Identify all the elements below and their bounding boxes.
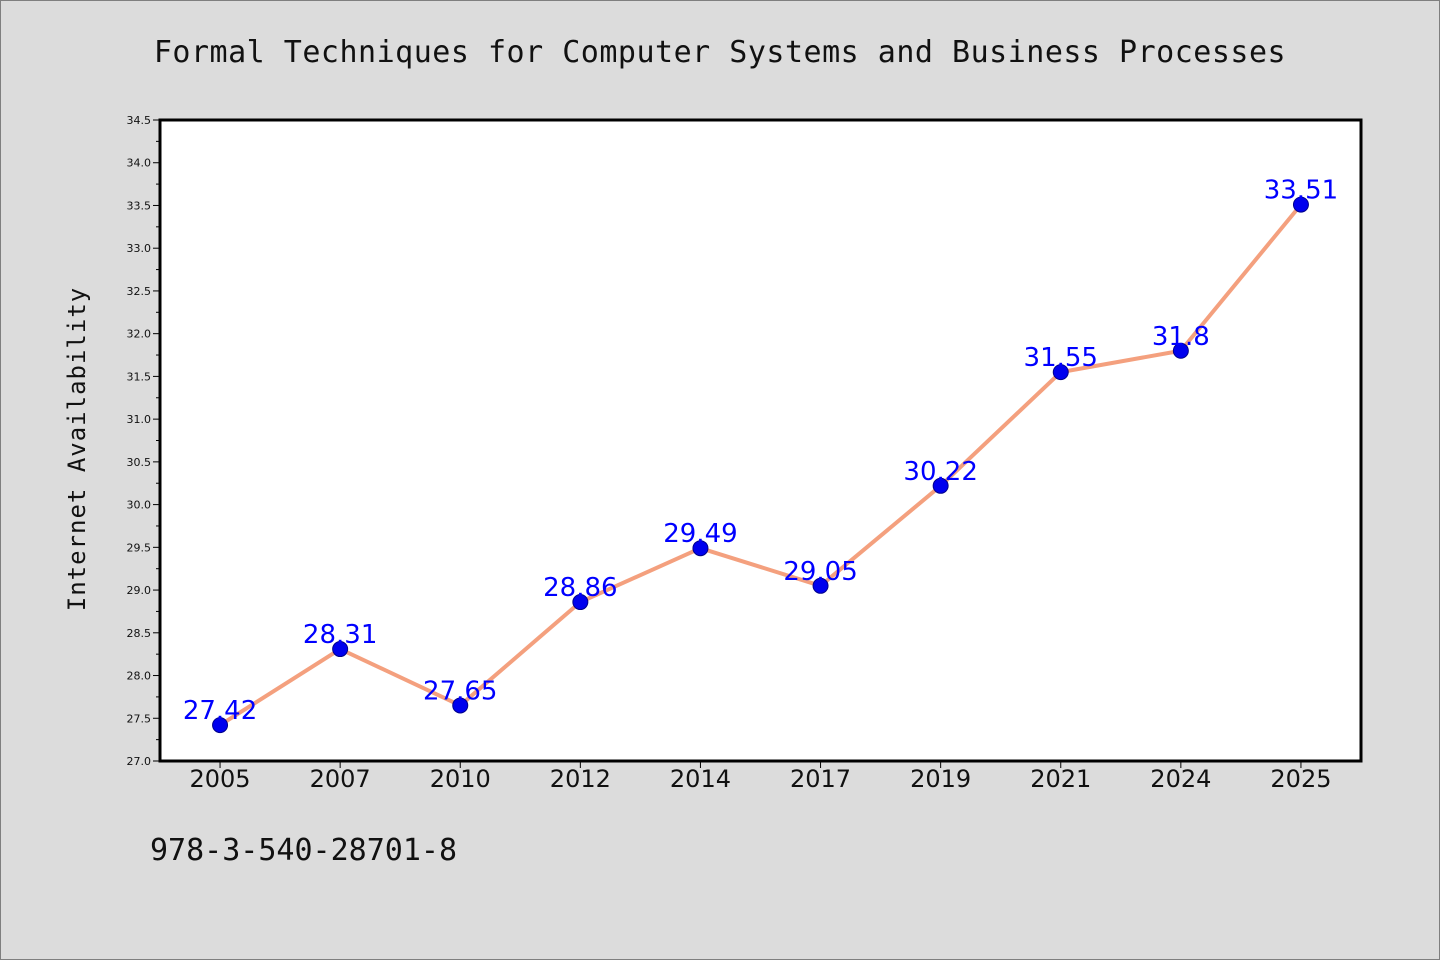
data-point [1292,196,1309,213]
data-point [452,697,469,714]
data-label: 27.65 [423,676,497,706]
y-tick-label: 34.5 [127,114,152,127]
y-tick-label: 29.5 [127,541,152,554]
x-tick-label: 2005 [190,765,251,793]
data-label: 29.05 [783,557,857,587]
y-tick-label: 30.0 [127,499,152,512]
isbn-footnote: 978-3-540-28701-8 [150,833,458,868]
y-tick-label: 28.5 [127,627,152,640]
y-tick-label: 33.0 [127,242,152,255]
y-tick-label: 31.5 [127,370,152,383]
x-tick-label: 2025 [1270,765,1331,793]
y-tick-label: 29.0 [127,584,152,597]
y-tick-label: 27.5 [127,712,152,725]
x-tick-label: 2007 [310,765,371,793]
x-tick-label: 2024 [1150,765,1211,793]
y-tick-label: 32.5 [127,285,152,298]
data-label: 31.55 [1024,343,1098,373]
data-point [212,717,229,734]
x-tick-label: 2021 [1030,765,1091,793]
data-label: 28.86 [543,573,617,603]
data-point [692,540,709,557]
plot-background [160,120,1361,761]
y-tick-label: 28.0 [127,670,152,683]
data-label: 28.31 [303,620,377,650]
data-point [1052,364,1069,381]
series-line [218,202,1303,728]
data-label: 30.22 [903,457,977,487]
y-tick-label: 32.0 [127,328,152,341]
data-point [812,577,829,594]
x-tick-label: 2010 [430,765,491,793]
data-label: 29.49 [663,519,737,549]
y-tick-label: 33.5 [127,199,152,212]
data-label: 27.42 [183,696,257,726]
plot-frame [158,118,1363,763]
data-point [332,641,349,658]
y-tick-label: 30.5 [127,456,152,469]
x-tick-label: 2012 [550,765,611,793]
x-tick-label: 2017 [790,765,851,793]
data-label: 31.8 [1152,322,1210,352]
y-tick-label: 31.0 [127,413,152,426]
data-point [1172,342,1189,359]
data-label: 33.51 [1264,176,1338,206]
x-tick-label: 2014 [670,765,731,793]
data-point [572,594,589,611]
y-tick-label: 34.0 [127,157,152,170]
y-tick-label: 27.0 [127,755,152,768]
chart-title: Formal Techniques for Computer Systems a… [153,35,1287,70]
data-point [932,477,949,494]
x-tick-label: 2019 [910,765,971,793]
